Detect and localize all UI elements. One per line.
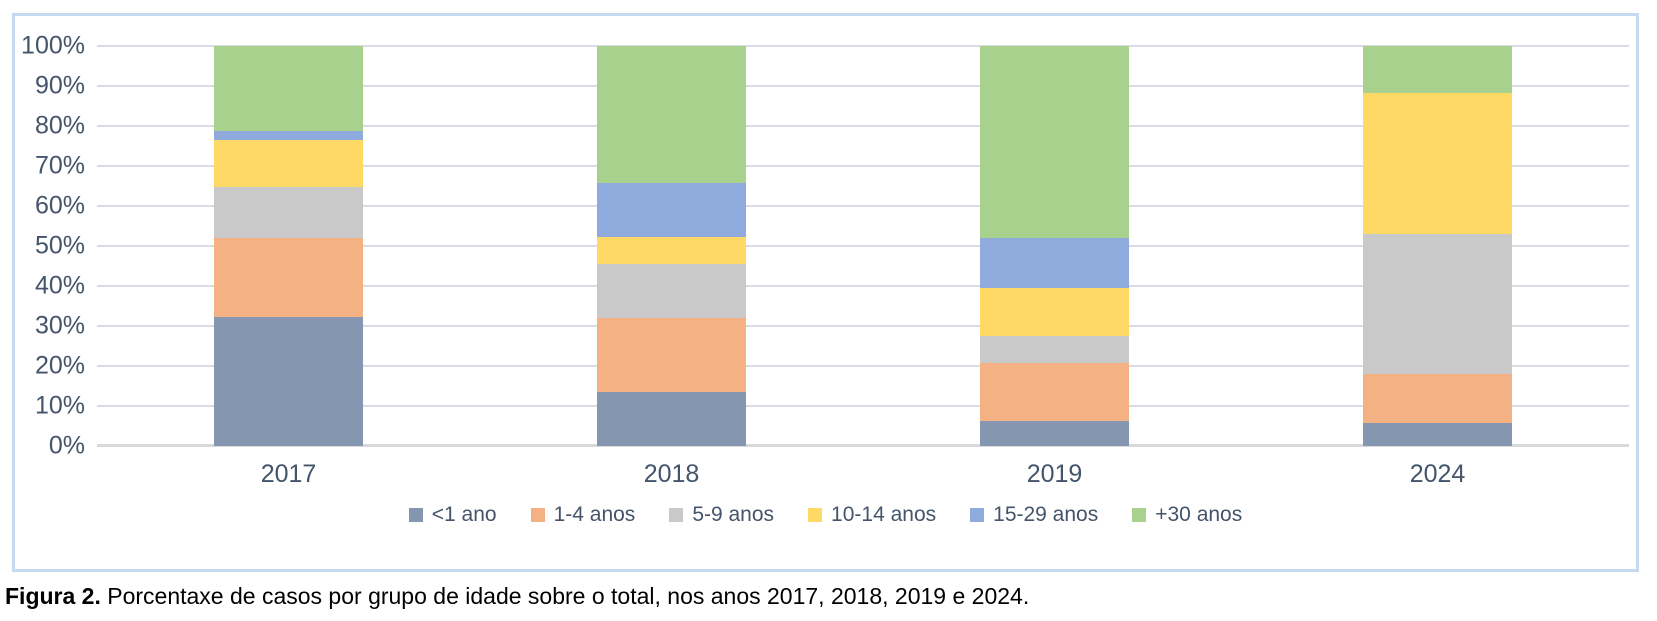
y-tick-label: 0% bbox=[48, 431, 85, 460]
y-tick-label: 60% bbox=[34, 191, 85, 220]
bar-segment bbox=[980, 421, 1129, 446]
x-axis-label: 2017 bbox=[260, 460, 317, 488]
legend-label: 10-14 anos bbox=[831, 503, 937, 526]
bar-segment bbox=[980, 237, 1129, 288]
gridline bbox=[97, 125, 1629, 127]
bar-segment bbox=[214, 46, 363, 131]
gridline bbox=[97, 85, 1629, 87]
bar-segment bbox=[214, 140, 363, 188]
bar-segment bbox=[980, 362, 1129, 422]
figure-caption: Figura 2. Porcentaxe de casos por grupo … bbox=[5, 583, 1029, 610]
legend-item: <1 ano bbox=[408, 503, 497, 527]
x-axis-label: 2018 bbox=[643, 460, 700, 488]
bar-segment bbox=[597, 46, 746, 183]
x-axis-label: 2019 bbox=[1026, 460, 1083, 488]
y-tick-label: 50% bbox=[34, 231, 85, 260]
bar-segment bbox=[214, 238, 363, 318]
bar-segment bbox=[597, 391, 746, 446]
gridline bbox=[97, 205, 1629, 207]
gridline bbox=[97, 365, 1629, 367]
bar-segment bbox=[597, 317, 746, 392]
legend-label: +30 anos bbox=[1155, 503, 1243, 526]
legend-swatch-icon bbox=[808, 508, 823, 522]
y-tick-label: 100% bbox=[21, 31, 85, 60]
bar-segment bbox=[597, 182, 746, 237]
legend-swatch-icon bbox=[970, 508, 985, 522]
y-tick-label: 70% bbox=[34, 151, 85, 180]
bar-segment bbox=[597, 264, 746, 318]
legend-label: <1 ano bbox=[431, 503, 497, 526]
legend: <1 ano 1-4 anos 5-9 anos 10-14 anos 15-29 an… bbox=[15, 503, 1636, 527]
legend-item: 10-14 anos bbox=[808, 503, 936, 527]
caption-text: Porcentaxe de casos por grupo de idade s… bbox=[100, 583, 1030, 609]
y-axis: 0% 10% 20% 30% 40% 50% 60% 70% 80% 90% 100% bbox=[15, 33, 89, 458]
legend-label: 15-29 anos bbox=[993, 503, 1099, 526]
legend-label: 1-4 anos bbox=[553, 503, 636, 526]
gridline bbox=[97, 165, 1629, 167]
gridline bbox=[97, 45, 1629, 47]
bar-segment bbox=[597, 236, 746, 265]
bar-segment bbox=[1363, 234, 1512, 375]
legend-swatch-icon bbox=[408, 508, 423, 522]
stacked-bar-2017 bbox=[214, 46, 363, 446]
bar-segment bbox=[214, 317, 363, 446]
stacked-bar-2018 bbox=[597, 46, 746, 446]
bar-segment bbox=[980, 336, 1129, 363]
legend-item: 1-4 anos bbox=[530, 503, 636, 527]
y-tick-label: 80% bbox=[34, 111, 85, 140]
gridline bbox=[97, 285, 1629, 287]
legend-item: 5-9 anos bbox=[669, 503, 774, 527]
category-slot-2019 bbox=[863, 46, 1246, 446]
bar-segment bbox=[1363, 46, 1512, 93]
gridline bbox=[97, 245, 1629, 247]
y-tick-label: 90% bbox=[34, 71, 85, 100]
bar-segment bbox=[1363, 422, 1512, 446]
legend-swatch-icon bbox=[1132, 508, 1147, 522]
y-tick-label: 40% bbox=[34, 271, 85, 300]
category-slot-2018 bbox=[480, 46, 863, 446]
y-tick-label: 10% bbox=[34, 391, 85, 420]
stacked-bar-2019 bbox=[980, 46, 1129, 446]
y-tick-label: 30% bbox=[34, 311, 85, 340]
bar-segment bbox=[1363, 92, 1512, 235]
legend-item: +30 anos bbox=[1132, 503, 1242, 527]
bars-container bbox=[97, 46, 1629, 446]
bar-segment bbox=[980, 46, 1129, 238]
caption-label: Figura 2. bbox=[5, 583, 101, 609]
stacked-bar-2024 bbox=[1363, 46, 1512, 446]
legend-swatch-icon bbox=[530, 508, 545, 522]
gridline bbox=[97, 405, 1629, 407]
bar-segment bbox=[980, 287, 1129, 337]
x-axis-labels: 2017 2018 2019 2024 bbox=[97, 460, 1629, 489]
plot-area bbox=[97, 45, 1629, 447]
bar-segment bbox=[214, 130, 363, 141]
category-slot-2024 bbox=[1246, 46, 1629, 446]
legend-swatch-icon bbox=[669, 508, 684, 522]
legend-item: 15-29 anos bbox=[970, 503, 1098, 527]
category-slot-2017 bbox=[97, 46, 480, 446]
bar-segment bbox=[214, 187, 363, 239]
legend-label: 5-9 anos bbox=[692, 503, 775, 526]
x-axis-label: 2024 bbox=[1409, 460, 1466, 488]
y-tick-label: 20% bbox=[34, 351, 85, 380]
x-axis-line bbox=[97, 444, 1629, 447]
chart-frame: 0% 10% 20% 30% 40% 50% 60% 70% 80% 90% 100% 2017 20… bbox=[12, 13, 1639, 572]
bar-segment bbox=[1363, 374, 1512, 423]
gridline bbox=[97, 325, 1629, 327]
